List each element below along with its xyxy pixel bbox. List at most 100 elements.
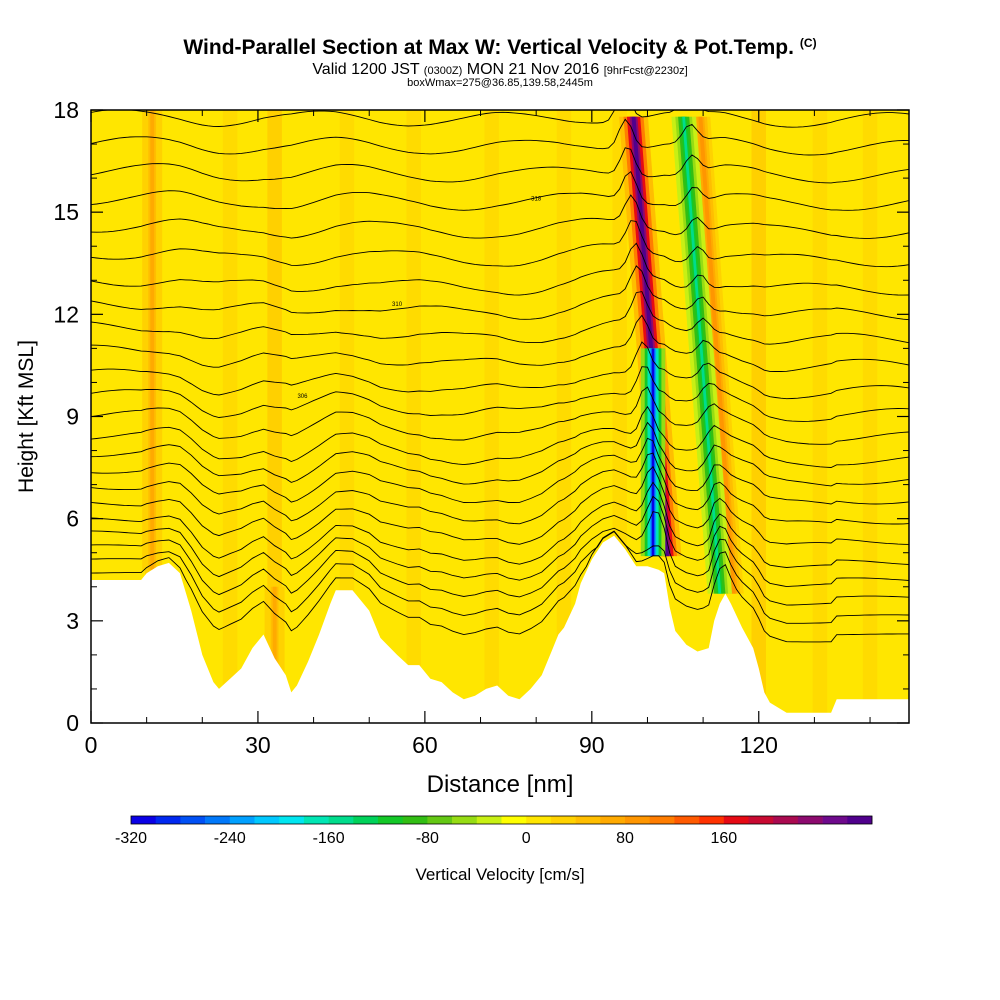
colorbar-swatch [773, 816, 799, 824]
isentrope-line [91, 452, 909, 525]
colorbar-tick-label: -80 [416, 830, 439, 847]
colorbar-tick-label: -320 [115, 830, 147, 847]
isentrope-line [91, 465, 909, 545]
colorbar-swatch [674, 816, 700, 824]
isentrope-line [91, 481, 909, 568]
isentrope-line [91, 242, 909, 296]
colorbar-swatch [402, 816, 428, 824]
field-stripe [862, 110, 878, 723]
isentrope-line [91, 147, 909, 184]
isentrope-label: 310 [392, 302, 403, 308]
colorbar-swatch [501, 816, 527, 824]
colorbar-tick-label: -240 [214, 830, 246, 847]
isentrope-line [91, 531, 909, 624]
isentrope-line [91, 291, 909, 345]
field-stripe [751, 110, 766, 723]
isentrope-line [91, 62, 909, 100]
terrain [91, 535, 909, 723]
field-stripe [222, 110, 238, 723]
y-tick-label: 9 [66, 404, 79, 430]
x-tick-label: 0 [85, 732, 98, 758]
colorbar-swatch [625, 816, 650, 824]
colorbar-swatch [748, 816, 774, 824]
field-stripe [406, 110, 421, 723]
field-stripe [267, 110, 282, 723]
colorbar-tick-label: -160 [313, 830, 345, 847]
isentrope-line [91, 437, 909, 505]
x-tick-label: 120 [740, 732, 778, 758]
copyright-mark: (C) [799, 36, 817, 50]
axes: 0 30 60 90 120 0 3 6 9 12 15 18 Distance [nm] Height … [15, 97, 909, 798]
isentrope-line [91, 265, 909, 321]
x-tick-label: 90 [579, 732, 605, 758]
isentropes: 306 310 318 [91, 62, 909, 643]
valid-date: MON 21 Nov 2016 [466, 61, 600, 78]
updraft-band [698, 116, 736, 594]
colorbar-swatch [847, 816, 873, 824]
downdraft-band [682, 116, 722, 594]
colorbar-swatch [723, 816, 749, 824]
isentrope-line [91, 511, 909, 606]
field-stripe [812, 110, 828, 723]
isentrope-line [91, 405, 909, 468]
colorbar-tick-label: 160 [710, 830, 737, 847]
y-tick-label: 6 [66, 506, 79, 532]
colorbar-swatch [575, 816, 601, 824]
colorbar-swatch [427, 816, 453, 824]
isentrope-line [91, 530, 909, 643]
colorbar-swatch [254, 816, 280, 824]
chart-title: Wind-Parallel Section at Max W: Vertical… [0, 36, 1000, 60]
colorbar-swatch [822, 816, 848, 824]
isentrope-line [91, 366, 909, 422]
valid-time: Valid 1200 JST [312, 61, 420, 78]
isentrope-line [91, 170, 909, 211]
colorbar-swatch [353, 816, 379, 824]
colorbar-swatch [205, 816, 231, 824]
colorbar-swatch [797, 816, 823, 824]
y-tick-label: 15 [53, 199, 79, 225]
colorbar-swatch [526, 816, 552, 824]
isentrope-line [91, 421, 909, 487]
valid-utc: (0300Z) [423, 65, 463, 77]
colorbar-swatch [550, 816, 576, 824]
x-axis-label: Distance [nm] [427, 771, 574, 798]
colorbar-label: Vertical Velocity [cm/s] [415, 865, 584, 884]
y-tick-label: 12 [53, 301, 79, 327]
field-stripe [484, 110, 499, 723]
chart-subtitle: Valid 1200 JST (0300Z) MON 21 Nov 2016 [… [0, 61, 1000, 79]
x-tick-label: 30 [245, 732, 271, 758]
colorbar-swatch [476, 816, 502, 824]
isentrope-line [91, 220, 909, 268]
colorbar-swatch [229, 816, 255, 824]
plot-area: 306 310 318 [91, 62, 909, 723]
isentrope-line [91, 110, 909, 128]
colorbar-swatch [699, 816, 725, 824]
colorbar-tick-label: 0 [522, 830, 531, 847]
isentrope-line [91, 314, 909, 372]
colorbar-swatch [279, 816, 305, 824]
field-stripe [339, 110, 355, 723]
colorbar-swatch [378, 816, 403, 824]
colorbar: -320 -240 -160 -80 0 80 160 Vertical Velocity [… [115, 815, 873, 884]
y-axis-label: Height [Kft MSL] [15, 340, 38, 493]
y-tick-label: 0 [66, 710, 79, 736]
isentrope-line [91, 495, 909, 588]
y-tick-label: 18 [53, 97, 79, 123]
colorbar-swatch [155, 816, 181, 824]
isentrope-label: 306 [297, 394, 308, 400]
isentrope-label: 318 [531, 197, 542, 203]
colorbar-swatch [328, 816, 354, 824]
forecast-info: [9hrFcst@2230z] [603, 65, 688, 77]
isentrope-line [91, 118, 909, 156]
colorbar-swatch [180, 816, 206, 824]
colorbar-swatch [303, 816, 329, 824]
updraft-band [150, 110, 155, 570]
box-wmax-info: boxWmax=275@36.85,139.58,2445m [407, 77, 593, 89]
chart-title-text: Wind-Parallel Section at Max W: Vertical… [183, 36, 794, 59]
colorbar-swatch [131, 816, 156, 824]
isentrope-line [91, 341, 909, 400]
colorbar-swatch [649, 816, 675, 824]
x-tick-label: 60 [412, 732, 438, 758]
colorbar-frame [130, 815, 873, 825]
